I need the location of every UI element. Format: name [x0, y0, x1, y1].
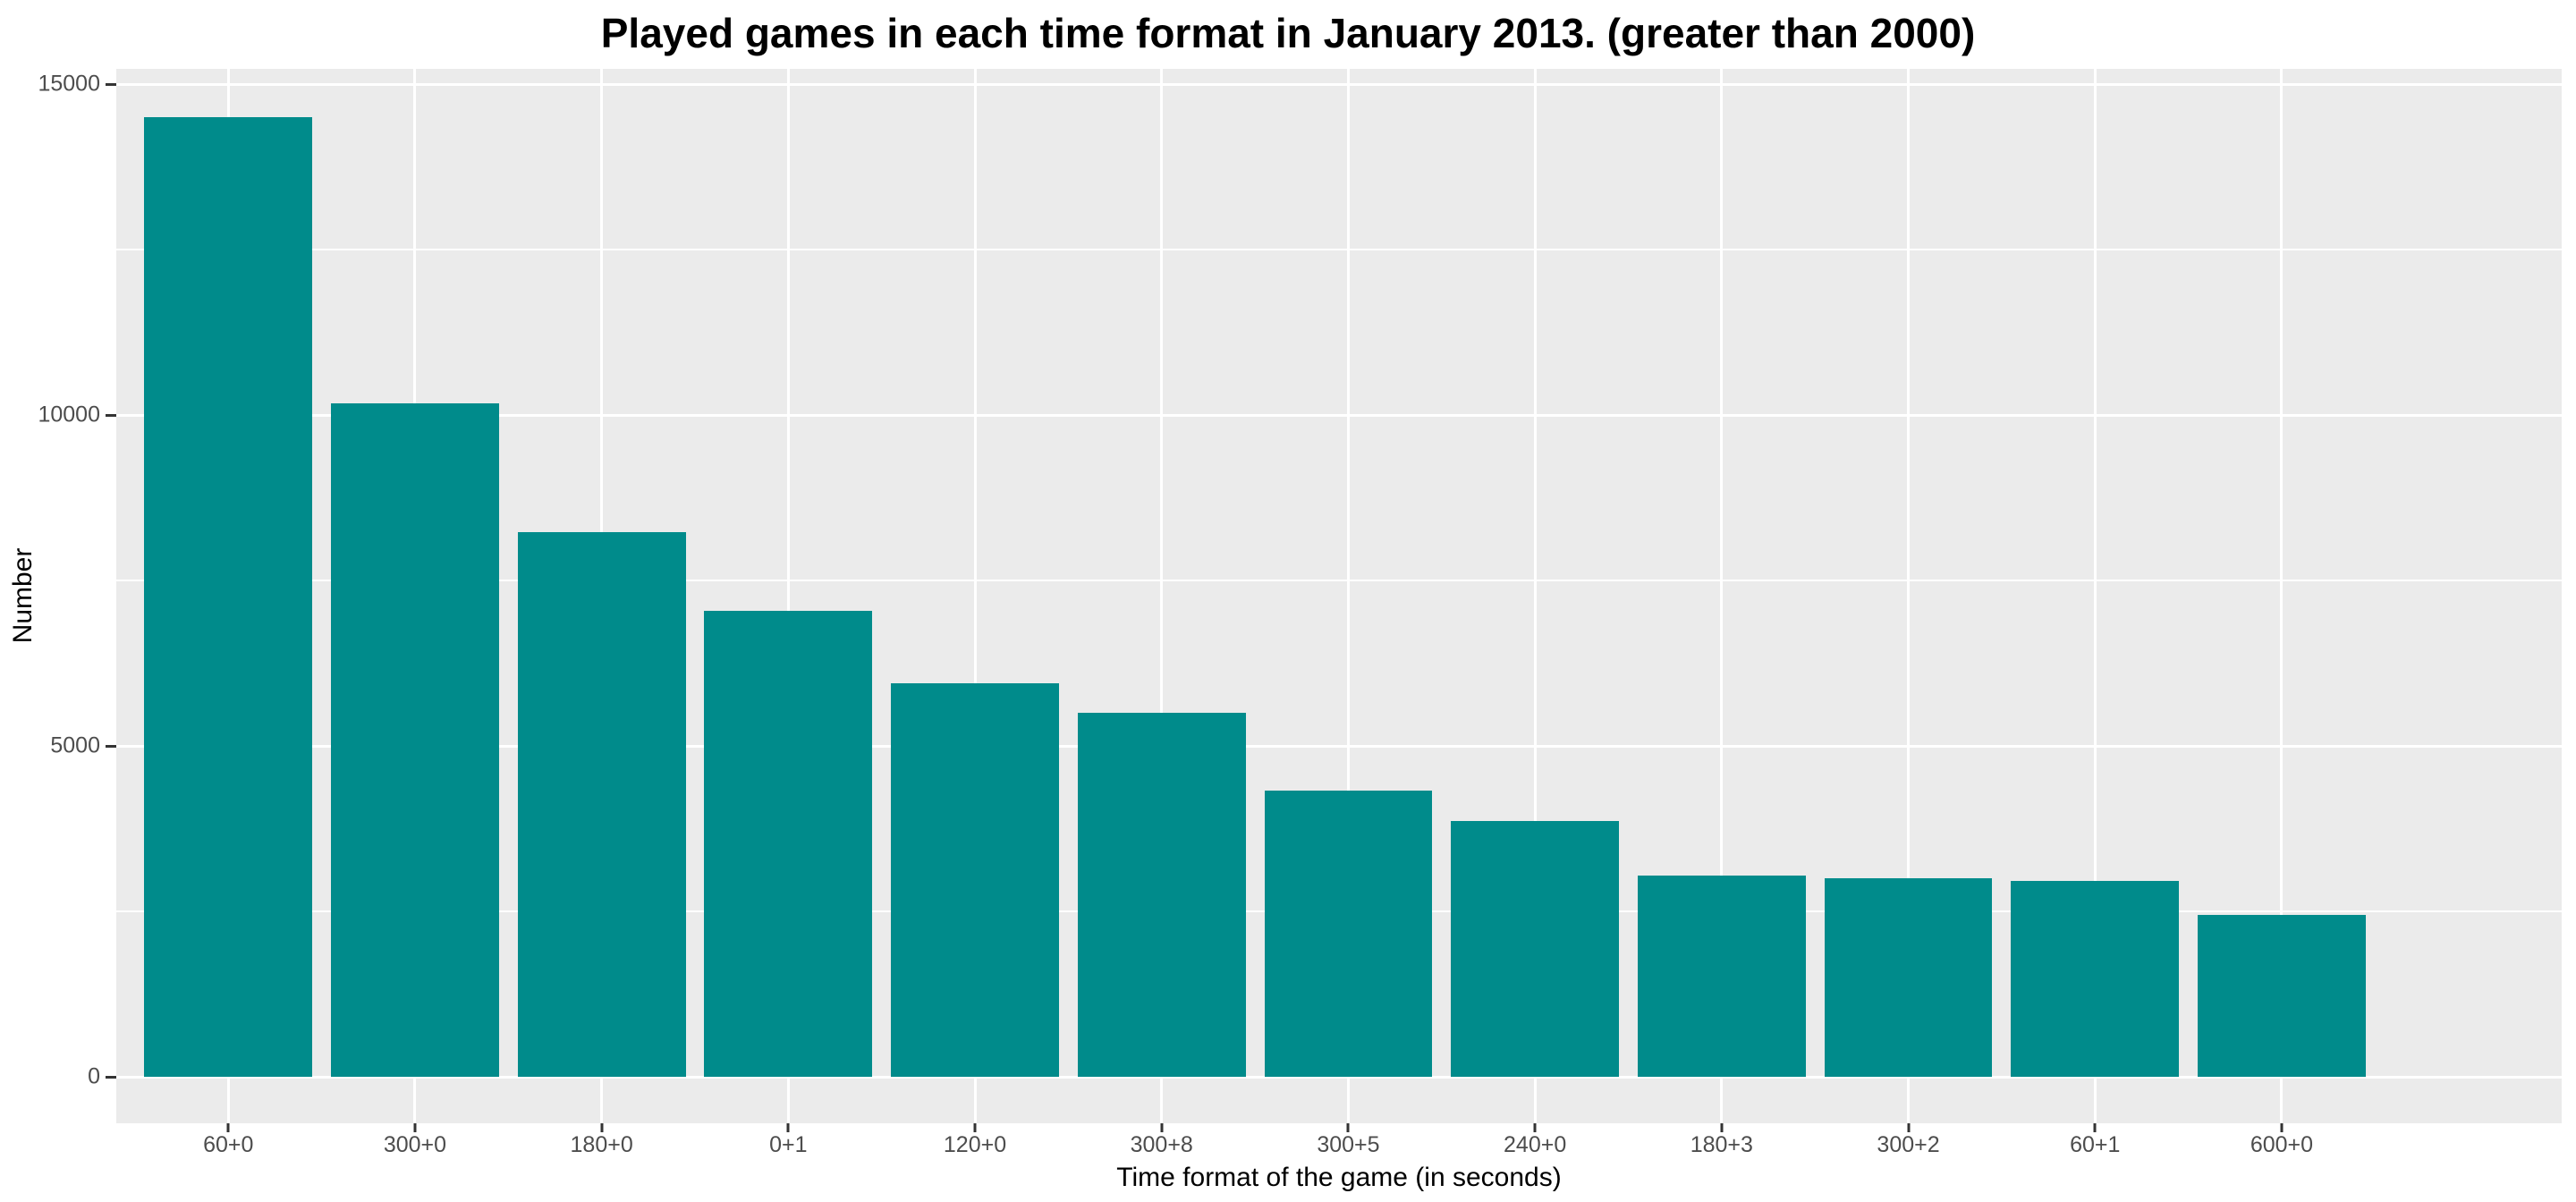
bar-120+0 — [891, 682, 1059, 1077]
category-gridline — [1907, 69, 1911, 1123]
x-tick-label: 300+8 — [1130, 1132, 1193, 1157]
major-gridline — [116, 744, 2562, 748]
category-gridline — [1533, 69, 1537, 1123]
x-axis-title: Time format of the game (in seconds) — [1116, 1163, 1562, 1192]
bar-60+1 — [2011, 880, 2180, 1077]
bar-240+0 — [1451, 820, 1620, 1077]
y-tick-mark — [106, 82, 116, 86]
major-gridline — [116, 82, 2562, 86]
category-gridline — [2093, 69, 2097, 1123]
x-tick-label: 240+0 — [1504, 1132, 1567, 1157]
y-tick-mark — [106, 413, 116, 417]
x-tick-mark — [1346, 1123, 1350, 1132]
bar-300+8 — [1077, 713, 1246, 1077]
bar-60+0 — [144, 117, 313, 1077]
bar-180+0 — [517, 531, 686, 1077]
category-gridline — [973, 69, 977, 1123]
major-gridline — [116, 413, 2562, 417]
x-tick-label: 300+2 — [1877, 1132, 1940, 1157]
x-tick-mark — [2280, 1123, 2284, 1132]
x-tick-label: 300+0 — [383, 1132, 447, 1157]
y-axis-title: Number — [8, 547, 38, 644]
bar-300+0 — [331, 403, 499, 1077]
x-tick-label: 60+0 — [203, 1132, 254, 1157]
x-tick-mark — [973, 1123, 977, 1132]
x-tick-label: 300+5 — [1317, 1132, 1380, 1157]
category-gridline — [1720, 69, 1724, 1123]
category-gridline — [786, 69, 790, 1123]
y-tick-mark — [106, 744, 116, 748]
x-tick-label: 600+0 — [2250, 1132, 2314, 1157]
x-tick-mark — [1160, 1123, 1164, 1132]
x-tick-label: 120+0 — [943, 1132, 1007, 1157]
plot-panel — [116, 69, 2562, 1123]
x-tick-mark — [226, 1123, 230, 1132]
bar-300+5 — [1264, 791, 1433, 1077]
y-tick-label: 0 — [88, 1063, 100, 1089]
x-tick-label: 60+1 — [2070, 1132, 2121, 1157]
x-tick-mark — [1720, 1123, 1724, 1132]
category-gridline — [2280, 69, 2284, 1123]
chart-title: Played games in each time format in Janu… — [600, 10, 1976, 56]
x-tick-mark — [2093, 1123, 2097, 1132]
y-tick-label: 15000 — [38, 71, 100, 97]
x-tick-mark — [786, 1123, 790, 1132]
y-tick-label: 5000 — [50, 732, 100, 758]
minor-gridline — [116, 249, 2562, 250]
x-tick-label: 180+0 — [570, 1132, 633, 1157]
bar-0+1 — [704, 611, 873, 1077]
bar-180+3 — [1637, 876, 1806, 1077]
x-tick-mark — [413, 1123, 417, 1132]
category-gridline — [1160, 69, 1164, 1123]
bar-300+2 — [1824, 878, 1993, 1077]
minor-gridline — [116, 580, 2562, 581]
x-tick-mark — [1533, 1123, 1537, 1132]
x-tick-mark — [1907, 1123, 1911, 1132]
bar-600+0 — [2198, 915, 2366, 1077]
y-tick-mark — [106, 1075, 116, 1079]
y-tick-label: 10000 — [38, 402, 100, 427]
category-gridline — [1346, 69, 1350, 1123]
x-tick-label: 0+1 — [769, 1132, 808, 1157]
x-tick-label: 180+3 — [1690, 1132, 1753, 1157]
major-gridline — [116, 1075, 2562, 1079]
x-tick-mark — [600, 1123, 604, 1132]
